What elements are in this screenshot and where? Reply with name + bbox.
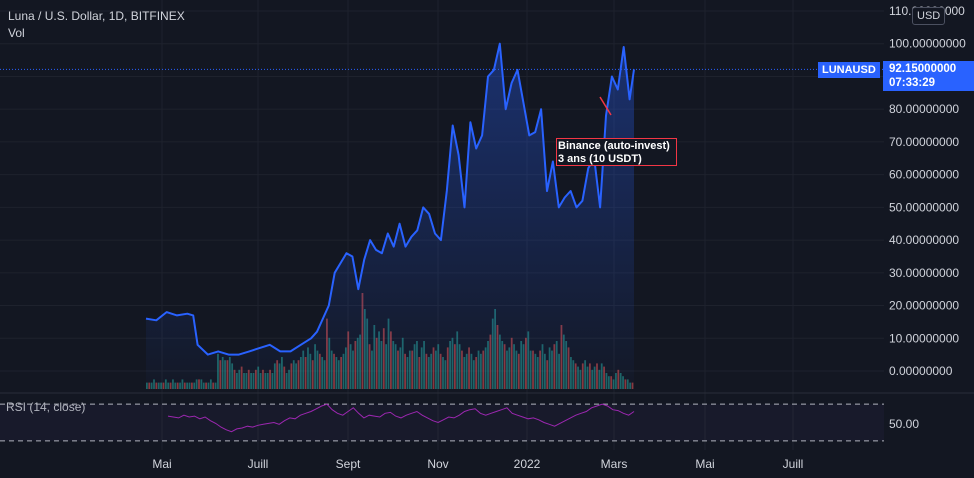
price-axis-tick: 40.00000000 (889, 233, 959, 247)
currency-button[interactable]: USD (912, 7, 946, 25)
price-axis-tick: 60.00000000 (889, 168, 959, 182)
time-axis-tick: Nov (427, 457, 448, 471)
symbol-tag: LUNAUSD (818, 62, 880, 78)
rsi-band (0, 404, 884, 441)
annotation-line-1: Binance (auto-invest) (558, 140, 670, 152)
time-axis-tick: Mai (695, 457, 714, 471)
time-axis-tick: Juill (248, 457, 269, 471)
annotation-line-2: 3 ans (10 USDT) (558, 153, 642, 165)
volume-legend: Vol (8, 26, 25, 40)
last-price-tag: 92.15000000 07:33:29 (883, 61, 974, 91)
annotation-callout[interactable]: Binance (auto-invest) 3 ans (10 USDT) (556, 138, 677, 166)
rsi-line (167, 403, 635, 433)
bar-countdown: 07:33:29 (889, 77, 936, 89)
last-price-value: 92.15000000 (889, 63, 957, 75)
chart-title: Luna / U.S. Dollar, 1D, BITFINEX (8, 9, 185, 23)
price-axis-tick: 30.00000000 (889, 266, 959, 280)
time-axis-tick: Juill (783, 457, 804, 471)
price-axis-tick: 20.00000000 (889, 299, 959, 313)
price-area-fill (146, 43, 634, 389)
rsi-axis-tick: 50.00 (889, 417, 919, 431)
price-axis-tick: 80.00000000 (889, 102, 959, 116)
time-axis-tick: Mars (601, 457, 628, 471)
price-axis-tick: 10.00000000 (889, 331, 959, 345)
time-axis[interactable]: Mai Juill Sept Nov 2022 Mars Mai Juill (152, 457, 803, 471)
price-axis-tick: 50.00000000 (889, 200, 959, 214)
price-series-line (145, 42, 635, 356)
annotation-arrow (599, 96, 612, 116)
price-axis-tick: 0.00000000 (889, 364, 953, 378)
time-axis-tick: Sept (336, 457, 361, 471)
time-axis-tick: Mai (152, 457, 171, 471)
price-axis-tick: 100.00000000 (889, 37, 966, 51)
time-axis-tick: 2022 (514, 457, 541, 471)
price-axis-tick: 70.00000000 (889, 135, 959, 149)
rsi-legend: RSI (14, close) (6, 400, 86, 414)
